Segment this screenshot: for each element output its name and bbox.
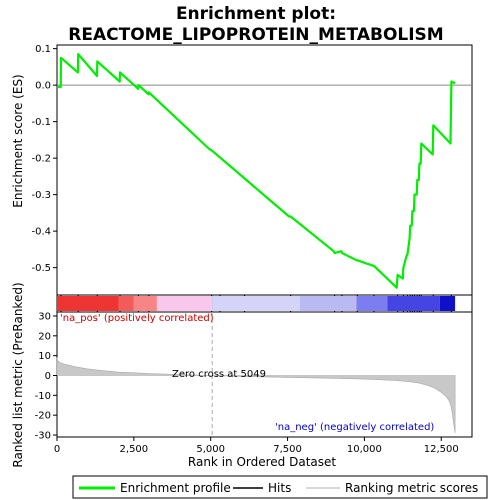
colorbar-segment <box>439 296 456 311</box>
x-tick-label: 10,000 <box>347 444 382 455</box>
colorbar-segment <box>118 296 134 311</box>
chart-subtitle: REACTOME_LIPOPROTEIN_METABOLISM <box>68 25 443 45</box>
metric-y-tick-label: -20 <box>35 411 51 422</box>
legend-label-hits: Hits <box>268 481 291 495</box>
x-tick-label: 0 <box>54 444 60 455</box>
es-y-tick-label: 0.1 <box>35 44 51 55</box>
metric-y-tick-label: -30 <box>35 431 51 442</box>
metric-y-tick-label: -10 <box>35 391 51 402</box>
colorbar-segment <box>133 296 157 311</box>
x-tick-label: 5,000 <box>196 444 225 455</box>
x-tick-label: 7,500 <box>273 444 302 455</box>
es-y-axis: 0.1 0.0 -0.1 -0.2 -0.3 -0.4 -0.5 <box>31 44 472 274</box>
metric-y-tick-label: 10 <box>38 351 51 362</box>
metric-y-axis-label: Ranked list metric (PreRanked) <box>11 282 25 467</box>
ranked-metric-area <box>56 312 456 437</box>
es-y-axis-label: Enrichment score (ES) <box>11 74 25 207</box>
es-y-tick-label: -0.4 <box>31 227 51 238</box>
es-panel-frame <box>56 44 473 296</box>
metric-y-tick-label: 20 <box>38 331 51 342</box>
x-tick-label: 12,500 <box>424 444 459 455</box>
colorbar-segment <box>57 296 119 311</box>
es-panel: 0.1 0.0 -0.1 -0.2 -0.3 -0.4 -0.5 Enrichment sc… <box>11 44 473 296</box>
legend-label-enrichment: Enrichment profile <box>120 481 231 495</box>
ranked-metric-fill <box>56 357 456 434</box>
pos-label: 'na_pos' (positively correlated) <box>60 313 214 324</box>
es-y-tick-label: 0.0 <box>35 81 51 92</box>
metric-y-axis: 30 20 10 0 -10 -20 -30 <box>35 311 57 442</box>
es-y-tick-label: -0.2 <box>31 154 51 165</box>
neg-label: 'na_neg' (negatively correlated) <box>275 422 434 433</box>
es-y-tick-label: -0.1 <box>31 117 51 128</box>
colorbar-segment <box>299 296 357 311</box>
legend-box <box>72 475 488 499</box>
es-y-tick-label: -0.5 <box>31 263 51 274</box>
x-axis-label: Rank in Ordered Dataset <box>188 455 336 469</box>
metric-y-tick-label: 30 <box>38 311 51 322</box>
rank-colorbar <box>57 296 456 311</box>
metric-panel: 30 20 10 0 -10 -20 -30 Zero cross at 5049 'na_… <box>11 282 473 468</box>
x-tick-label: 2,500 <box>120 444 149 455</box>
metric-y-tick-label: 0 <box>45 371 51 382</box>
hits-panel <box>56 294 473 313</box>
zero-cross-label: Zero cross at 5049 <box>172 369 266 380</box>
x-axis: 0 2,500 5,000 7,500 10,000 12,500 <box>54 437 459 455</box>
colorbar-segment <box>387 296 440 311</box>
colorbar-segment <box>356 296 388 311</box>
legend-label-ranking: Ranking metric scores <box>345 481 478 495</box>
chart-title: Enrichment plot: <box>176 4 336 24</box>
colorbar-segment <box>212 296 300 311</box>
es-series <box>57 52 456 289</box>
colorbar-segment <box>156 296 213 311</box>
es-profile-line <box>57 52 456 289</box>
legend: Enrichment profile Hits Ranking metric s… <box>72 475 488 499</box>
es-y-tick-label: -0.3 <box>31 190 51 201</box>
